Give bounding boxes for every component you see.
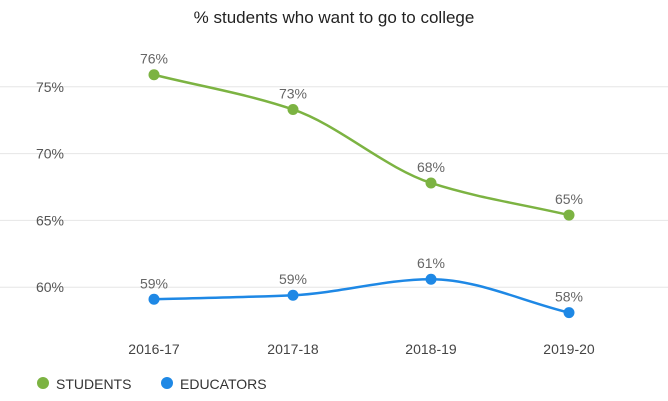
- legend-label-students: STUDENTS: [56, 376, 131, 392]
- point-students-2019-20: [563, 209, 575, 221]
- x-axis-ticks: 2016-17 2017-18 2018-19 2019-20: [128, 341, 595, 357]
- data-label-educators-2019-20: 58%: [555, 289, 583, 305]
- data-label-educators-2018-19: 61%: [417, 255, 445, 271]
- y-tick-label-70: 70%: [36, 146, 64, 162]
- point-students-2017-18: [287, 103, 299, 115]
- chart-title: % students who want to go to college: [194, 8, 475, 27]
- point-educators-2016-17: [148, 293, 160, 305]
- data-label-students-2019-20: 65%: [555, 191, 583, 207]
- x-tick-label-2018-19: 2018-19: [405, 341, 457, 357]
- point-educators-2017-18: [287, 289, 299, 301]
- y-tick-label-60: 60%: [36, 279, 64, 295]
- data-label-educators-2016-17: 59%: [140, 275, 168, 291]
- y-axis-ticks: 60% 65% 70% 75%: [36, 79, 64, 295]
- y-tick-label-75: 75%: [36, 79, 64, 95]
- legend-marker-students: [37, 377, 49, 389]
- point-students-2018-19: [425, 177, 437, 189]
- data-label-students-2016-17: 76%: [140, 51, 168, 67]
- x-tick-label-2017-18: 2017-18: [267, 341, 319, 357]
- data-points: [148, 69, 575, 319]
- data-label-students-2018-19: 68%: [417, 159, 445, 175]
- point-educators-2018-19: [425, 273, 437, 285]
- x-tick-label-2019-20: 2019-20: [543, 341, 595, 357]
- legend-marker-educators: [161, 377, 173, 389]
- series-lines: [153, 73, 570, 314]
- y-tick-label-65: 65%: [36, 212, 64, 228]
- legend: STUDENTS EDUCATORS: [37, 376, 267, 392]
- point-students-2016-17: [148, 69, 160, 81]
- data-label-educators-2017-18: 59%: [279, 271, 307, 287]
- legend-label-educators: EDUCATORS: [180, 376, 267, 392]
- data-label-students-2017-18: 73%: [279, 85, 307, 101]
- x-tick-label-2016-17: 2016-17: [128, 341, 180, 357]
- series-line-educators: [153, 277, 570, 314]
- point-educators-2019-20: [563, 307, 575, 319]
- data-labels: 76% 73% 68% 65% 59% 59% 61% 58%: [140, 51, 583, 305]
- series-line-students: [153, 73, 570, 217]
- grid-lines: [0, 86, 668, 288]
